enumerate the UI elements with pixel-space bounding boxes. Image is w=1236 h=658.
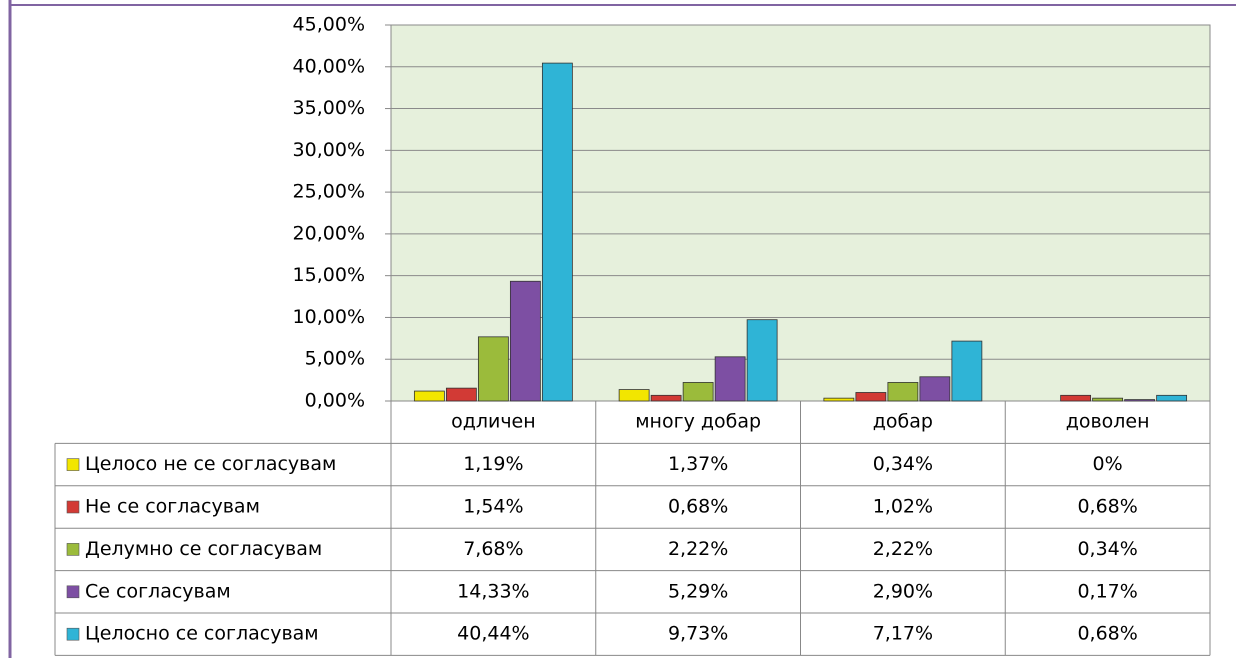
bar xyxy=(541,62,573,402)
y-tick-label: 5,00% xyxy=(305,348,365,370)
y-tick-label: 10,00% xyxy=(293,306,365,328)
bar xyxy=(445,387,477,402)
bar xyxy=(509,280,541,402)
table-value: 5,29% xyxy=(668,580,728,602)
legend-label: Целосно се согласувам xyxy=(85,623,319,645)
y-tick-label: 30,00% xyxy=(293,139,365,161)
bar xyxy=(1124,399,1156,402)
table-value: 7,17% xyxy=(873,623,933,645)
table-value: 2,22% xyxy=(668,538,728,560)
table-value: 1,37% xyxy=(668,453,728,475)
table-value: 0% xyxy=(1093,453,1123,475)
y-tick-label: 0,00% xyxy=(305,390,365,412)
table-value: 0,68% xyxy=(668,496,728,518)
legend-key xyxy=(66,627,80,641)
y-tick-label: 20,00% xyxy=(293,222,365,244)
x-tick-label: доволен xyxy=(1066,411,1150,433)
bar xyxy=(477,336,509,402)
y-tick-label: 35,00% xyxy=(293,97,365,119)
bar xyxy=(413,390,445,402)
table-value: 0,34% xyxy=(1077,538,1137,560)
table-value: 14,33% xyxy=(457,580,529,602)
table-value: 9,73% xyxy=(668,623,728,645)
table-value: 0,68% xyxy=(1077,623,1137,645)
x-tick-label: добар xyxy=(873,411,933,433)
table-value: 1,54% xyxy=(463,496,523,518)
bar xyxy=(714,356,746,402)
legend-label: Делумно се согласувам xyxy=(85,538,322,560)
table-value: 1,02% xyxy=(873,496,933,518)
y-tick-label: 15,00% xyxy=(293,264,365,286)
legend-key xyxy=(66,458,80,471)
bar xyxy=(1156,394,1188,402)
table-value: 0,17% xyxy=(1077,580,1137,602)
legend-key xyxy=(66,500,80,514)
bar xyxy=(618,389,650,402)
x-tick-label: многу добар xyxy=(635,411,761,433)
y-tick-label: 40,00% xyxy=(293,55,365,77)
bar xyxy=(951,340,983,402)
table-value: 2,90% xyxy=(873,580,933,602)
x-tick-label: одличен xyxy=(451,411,536,433)
table-value: 0,34% xyxy=(873,453,933,475)
table-value: 7,68% xyxy=(463,538,523,560)
bar xyxy=(823,397,855,402)
bar xyxy=(1060,394,1092,402)
bar xyxy=(855,392,887,402)
legend-key xyxy=(66,585,80,599)
legend-key xyxy=(66,543,80,556)
bar xyxy=(887,382,919,402)
y-tick-label: 25,00% xyxy=(293,181,365,203)
legend-label: Не се согласувам xyxy=(85,496,260,518)
table-value: 0,68% xyxy=(1077,496,1137,518)
bar xyxy=(1092,397,1124,402)
bar xyxy=(650,394,682,402)
table-value: 40,44% xyxy=(457,623,529,645)
legend-label: Целосо не се согласувам xyxy=(85,453,336,475)
table-value: 2,22% xyxy=(873,538,933,560)
y-tick-label: 45,00% xyxy=(293,14,365,36)
bar xyxy=(919,376,951,402)
bar xyxy=(746,319,778,402)
table-value: 1,19% xyxy=(463,453,523,475)
legend-label: Се согласувам xyxy=(85,580,231,602)
bar xyxy=(682,382,714,402)
